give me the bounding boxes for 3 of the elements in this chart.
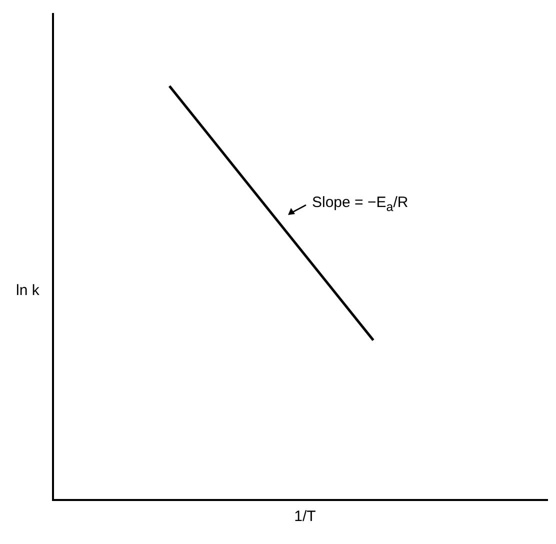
y-axis-title: ln k [16, 282, 40, 299]
annotation: Slope = −E$_{a}$/R [312, 194, 408, 214]
x-axis-title: 1/T [294, 508, 316, 525]
